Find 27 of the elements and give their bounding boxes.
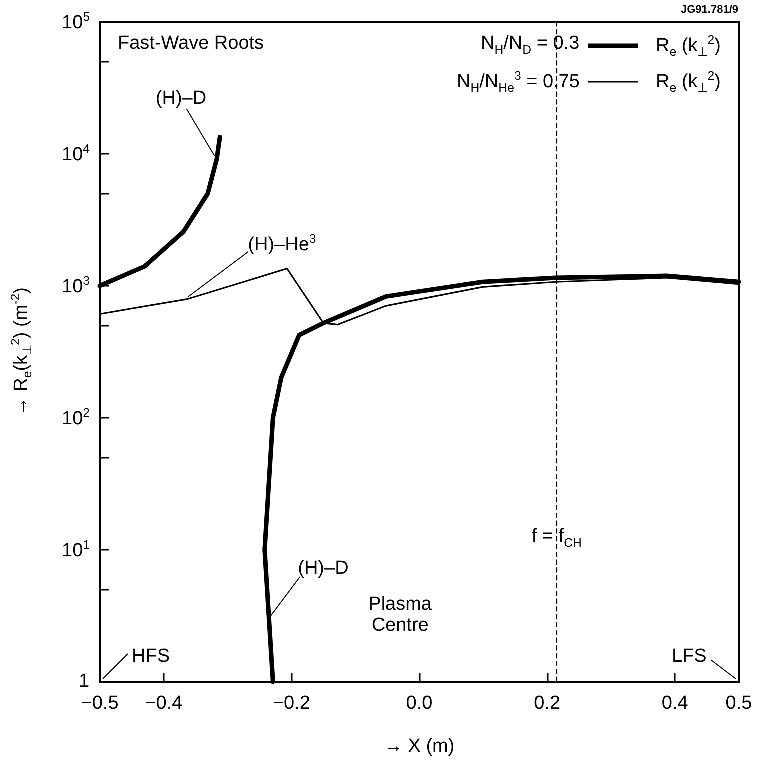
y-tick-label: 1	[79, 670, 90, 692]
annotation: LFS	[672, 646, 707, 668]
y-tick-label: 10$^{3}$	[62, 274, 90, 298]
x-tick-label: −0.4	[145, 693, 184, 714]
annotation: Plasma Centre	[368, 594, 433, 637]
annotation: (H)–D	[156, 88, 207, 110]
legend-title: R$_{e}$ (k$_{⊥}$$^{2}$)	[656, 33, 721, 60]
x-tick-label: −0.2	[272, 693, 310, 714]
y-tick-label: 10$^{2}$	[62, 406, 90, 430]
annotation: (H)–He$^{3}$	[248, 232, 316, 256]
y-tick-label: 10$^{5}$	[62, 10, 90, 34]
annotation: (H)–D	[298, 558, 349, 580]
y-tick-label: 10$^{1}$	[62, 538, 90, 562]
x-axis-title: → X (m)	[384, 736, 455, 758]
x-tick-label: 0.5	[726, 693, 752, 714]
text: Fast-Wave Roots	[118, 33, 264, 55]
x-tick-label: 0.4	[662, 693, 689, 714]
text: JG91.781/9	[681, 4, 738, 16]
x-tick-label: 0.0	[406, 693, 433, 714]
annotation: HFS	[132, 646, 170, 668]
x-tick-label: −0.5	[81, 693, 119, 714]
text: R$_{e}$ (k$_{⊥}$$^{2}$)	[656, 69, 721, 96]
legend-label: N$_{H}$/N$_{He}$$^{3}$ = 0.75	[457, 69, 580, 96]
y-tick-label: 10$^{4}$	[62, 142, 90, 166]
legend-label: N$_{H}$/N$_{D}$ = 0.3	[481, 33, 580, 58]
ref-line-label: f = f$_{CH}$	[532, 526, 582, 550]
x-tick-label: 0.2	[534, 693, 561, 714]
